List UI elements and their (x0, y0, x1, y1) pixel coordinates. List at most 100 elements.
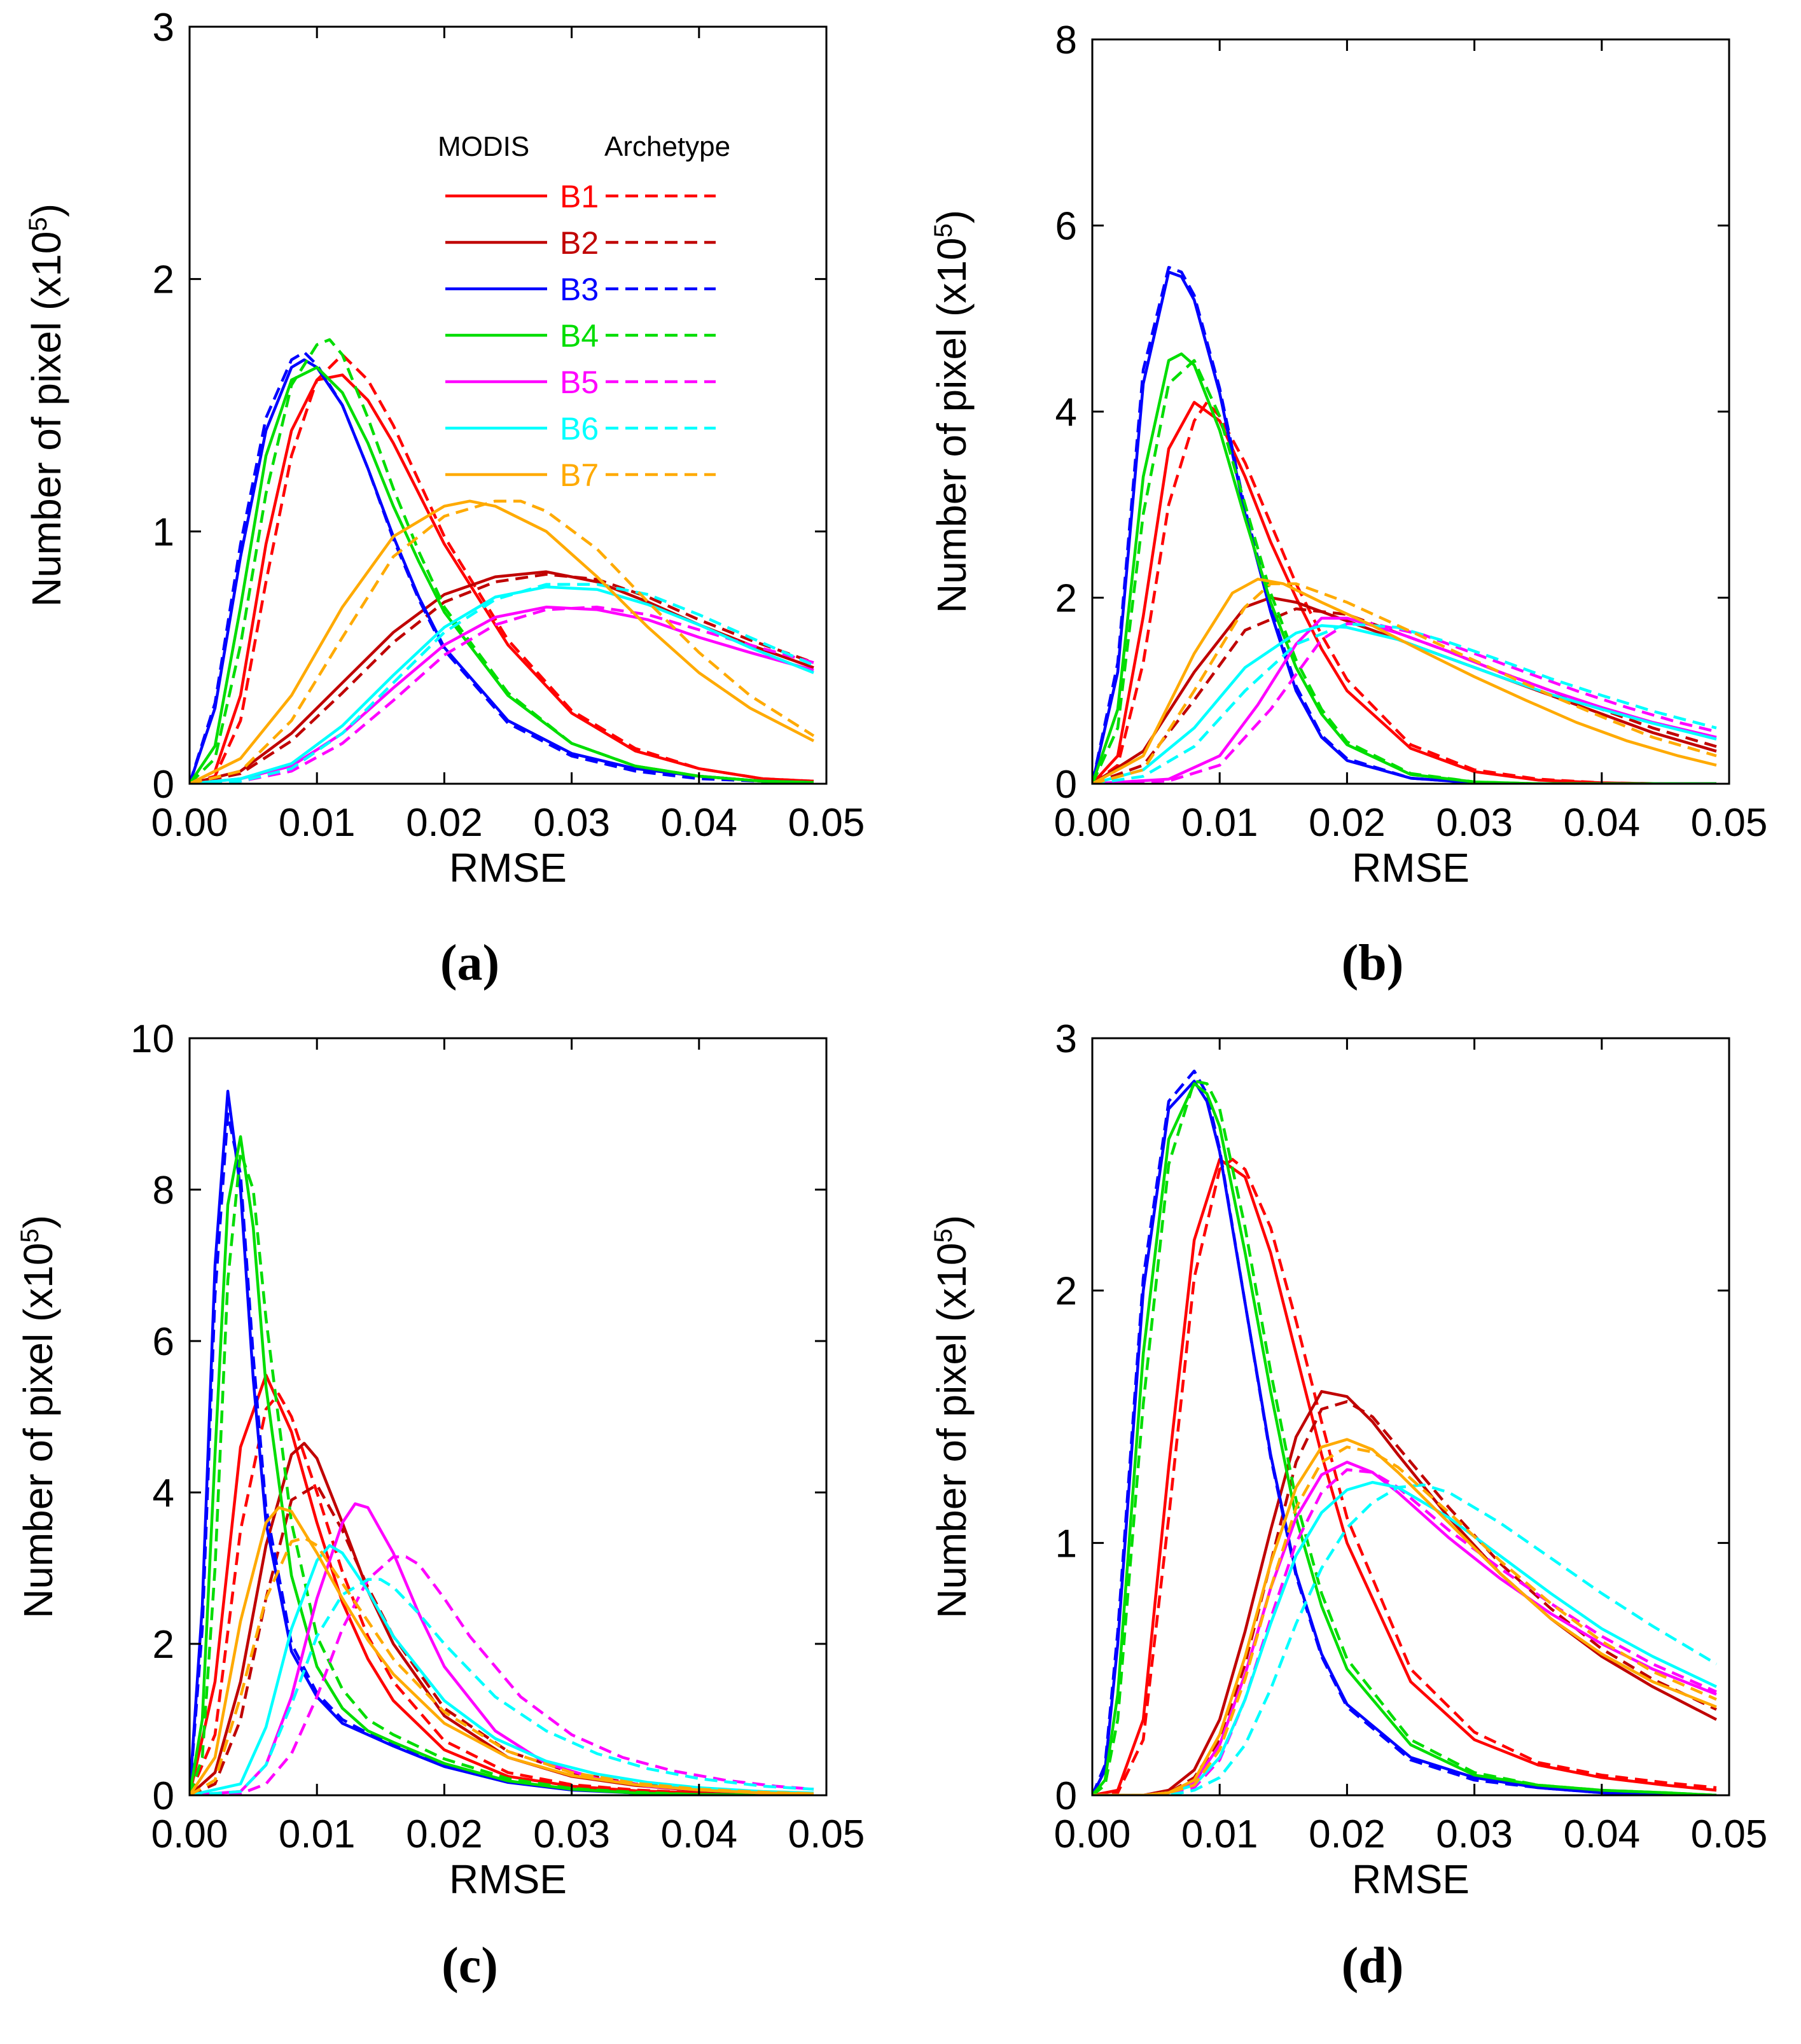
y-axis-label: Number of pixel (x105) (929, 210, 975, 613)
x-tick-label: 0.00 (151, 1812, 228, 1856)
x-tick-label: 0.03 (1436, 801, 1513, 845)
x-tick-label: 0.05 (1691, 801, 1768, 845)
y-axis-label-main: Number of pixel (x10 (24, 232, 69, 607)
series-line-b3-archetype (190, 351, 814, 784)
legend-header-archetype: Archetype (604, 131, 730, 162)
x-tick-label: 0.04 (660, 801, 737, 845)
series-line-b6-modis (190, 1544, 814, 1795)
y-axis-label-exponent: 5 (16, 1228, 44, 1242)
x-tick-label: 0.03 (533, 801, 610, 845)
panel-caption: (d) (1342, 1938, 1404, 1994)
series-line-b5-archetype (190, 606, 814, 784)
series-group (190, 338, 815, 784)
series-line-b1-archetype (190, 353, 814, 784)
series-line-b7-modis (1092, 578, 1717, 784)
series-line-b5-modis (190, 606, 814, 784)
y-tick-label: 1 (153, 510, 174, 554)
y-axis-label-close: ) (929, 1215, 975, 1228)
series-group (1092, 1069, 1718, 1795)
y-tick-label: 4 (153, 1471, 174, 1515)
y-axis-label-exponent: 5 (24, 217, 52, 231)
x-tick-label: 0.04 (1563, 1812, 1640, 1856)
series-line-b4-archetype (190, 1150, 814, 1795)
series-line-b5-modis (190, 1502, 814, 1795)
series-line-b4-archetype (1092, 359, 1716, 784)
series-line-b2-archetype (190, 1483, 814, 1795)
x-tick-label: 0.05 (1691, 1812, 1768, 1856)
series-line-b3-modis (190, 1090, 814, 1795)
series-line-b6-archetype (1092, 1483, 1718, 1795)
y-tick-label: 0 (153, 763, 174, 807)
x-tick-label: 0.01 (279, 801, 356, 845)
series-line-b2-archetype (190, 573, 814, 784)
series-line-b4-modis (1092, 1082, 1717, 1795)
y-axis-label: Number of pixel (x105) (24, 204, 69, 607)
x-tick-label: 0.00 (1054, 801, 1131, 845)
series-line-b3-archetype (1092, 266, 1716, 784)
legend-label-b7: B7 (560, 457, 599, 493)
x-tick-label: 0.03 (533, 1812, 610, 1856)
series-line-b2-archetype (1092, 1400, 1717, 1795)
series-line-b2-modis (1092, 1390, 1718, 1795)
series-line-b2-modis (1092, 596, 1717, 784)
legend-label-b1: B1 (560, 179, 599, 214)
series-line-b1-archetype (1092, 1158, 1717, 1795)
y-axis-label-close: ) (15, 1215, 61, 1228)
x-tick-label: 0.04 (660, 1812, 737, 1856)
series-line-b4-archetype (190, 338, 814, 784)
chart-panel: 0.00 0.01 0.02 0.03 0.04 0.05 0 1 2 3 RMSE Number o… (929, 1017, 1767, 1994)
series-line-b1-modis (1092, 1158, 1717, 1795)
panel-caption: (c) (442, 1938, 498, 1994)
y-tick-label: 4 (1055, 391, 1077, 435)
chart-panel: 0.00 0.01 0.02 0.03 0.04 0.05 0 2 4 6 8 RMSE Number … (929, 18, 1767, 991)
y-tick-label: 0 (1055, 763, 1077, 807)
y-axis-label-main: Number of pixel (x10 (929, 1243, 975, 1618)
x-axis-label: RMSE (1352, 845, 1470, 891)
y-tick-label: 1 (1055, 1522, 1077, 1566)
series-line-b6-archetype (190, 1578, 814, 1795)
y-tick-label: 0 (153, 1774, 174, 1818)
series-line-b7-archetype (1092, 1445, 1717, 1795)
series-group (1092, 266, 1717, 784)
series-line-b6-modis (190, 585, 814, 784)
legend-header-modis: MODIS (438, 131, 529, 162)
y-tick-label: 8 (153, 1169, 174, 1213)
x-axis-label: RMSE (1352, 1856, 1470, 1902)
series-line-b7-archetype (1092, 582, 1717, 784)
x-tick-label: 0.01 (1181, 801, 1258, 845)
legend-label-b6: B6 (560, 411, 599, 447)
series-line-b7-modis (1092, 1438, 1717, 1795)
legend-label-b4: B4 (560, 318, 599, 354)
series-line-b1-archetype (190, 1393, 814, 1795)
series-line-b3-modis (1092, 1080, 1717, 1795)
series-line-b1-archetype (1092, 401, 1716, 784)
x-tick-label: 0.05 (788, 801, 865, 845)
x-tick-label: 0.02 (406, 801, 483, 845)
x-tick-label: 0.02 (406, 1812, 483, 1856)
y-tick-label: 3 (153, 6, 174, 50)
legend-label-b3: B3 (560, 272, 599, 307)
y-tick-label: 2 (1055, 577, 1077, 621)
series-line-b7-archetype (190, 499, 815, 784)
plot-frame (188, 1037, 828, 1797)
series-line-b1-modis (190, 373, 814, 784)
y-tick-label: 6 (1055, 205, 1077, 249)
y-axis-label: Number of pixel (x105) (929, 1215, 975, 1618)
series-line-b6-modis (1092, 1480, 1717, 1795)
y-axis-label-exponent: 5 (929, 223, 957, 237)
legend-label-b2: B2 (560, 225, 599, 261)
y-tick-label: 3 (1055, 1017, 1077, 1061)
x-tick-label: 0.00 (1054, 1812, 1131, 1856)
y-tick-label: 2 (1055, 1270, 1077, 1314)
series-line-b4-modis (190, 1135, 814, 1795)
panel-caption: (b) (1342, 935, 1404, 991)
y-tick-label: 0 (1055, 1774, 1077, 1818)
chart-panel: 0.00 0.01 0.02 0.03 0.04 0.05 0 2 4 6 8 10 RMSE Numbe… (15, 1017, 865, 1994)
plot-frame (1091, 1037, 1730, 1797)
series-line-b3-modis (1092, 270, 1716, 784)
y-axis-label: Number of pixel (x105) (15, 1215, 61, 1618)
series-group (190, 1090, 814, 1795)
y-tick-label: 2 (153, 258, 174, 302)
